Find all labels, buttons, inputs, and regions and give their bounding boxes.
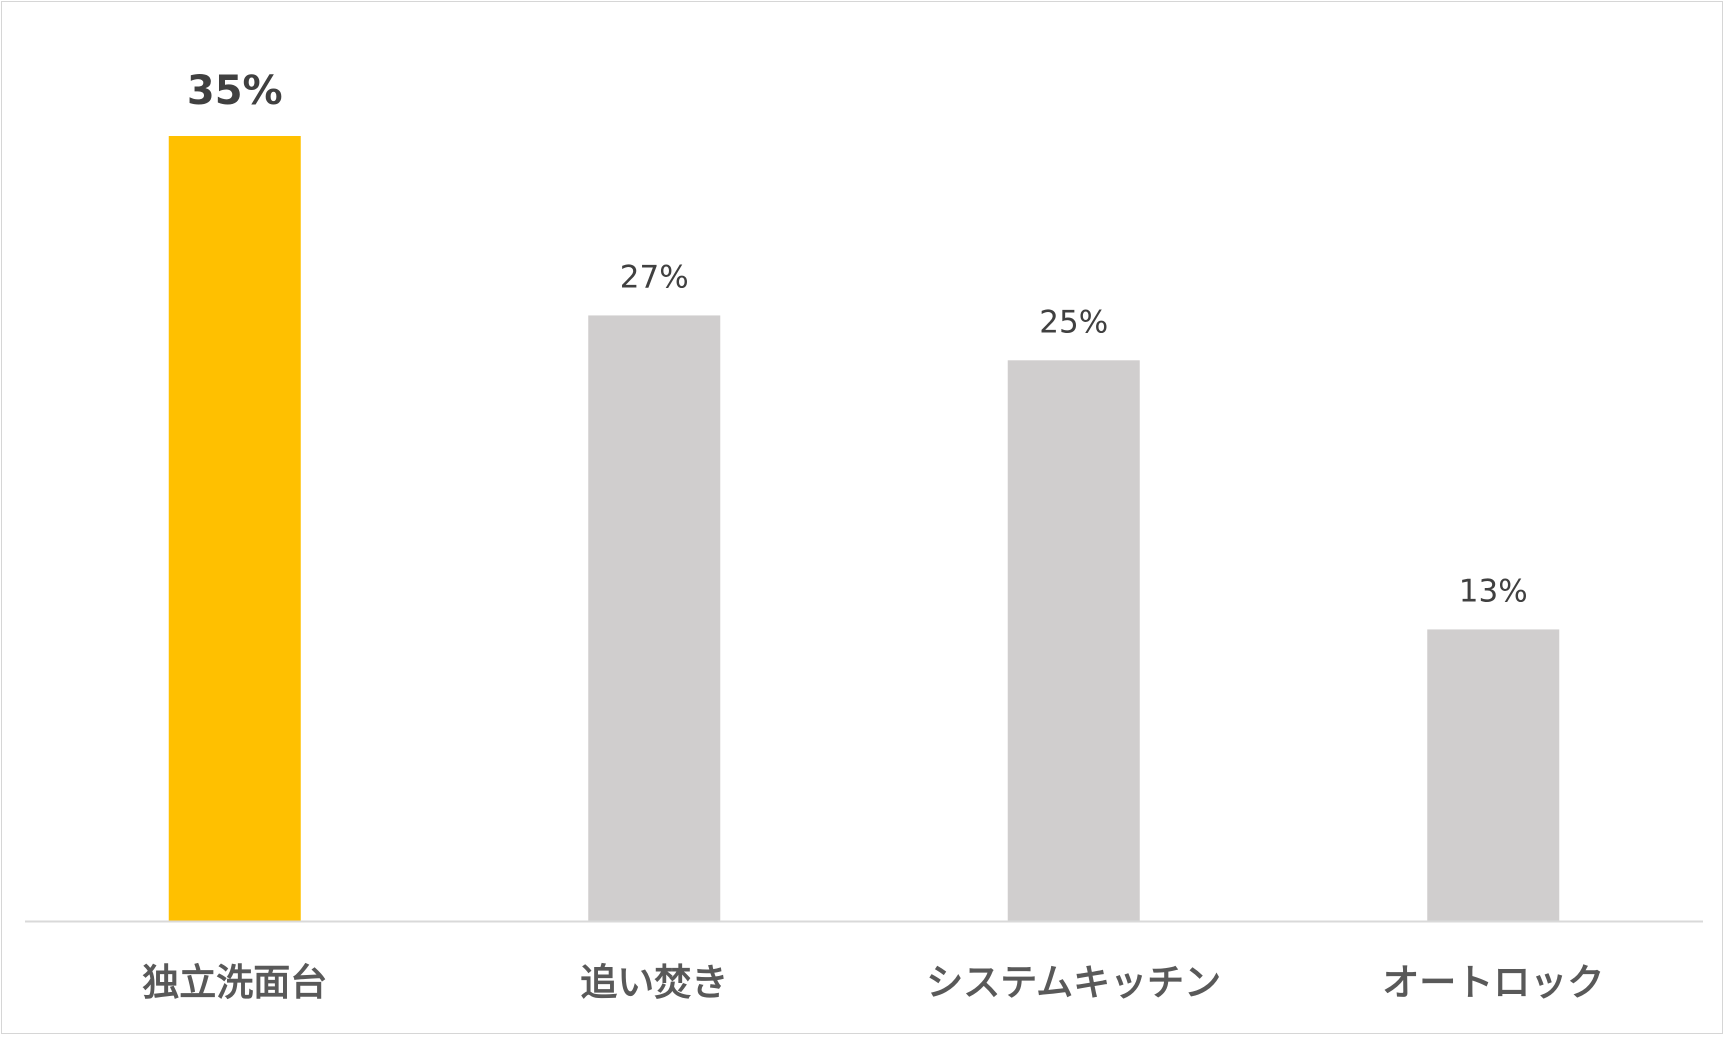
- bars-group: [168, 136, 1560, 921]
- category-label-2: 追い焚き: [580, 961, 728, 1004]
- bar-1: [168, 136, 301, 921]
- category-label-4: オートロック: [1382, 961, 1604, 1004]
- category-labels-group: 独立洗面台 追い焚き システムキッチン オートロック: [142, 961, 1604, 1004]
- value-labels-group: 35% 27% 25% 13%: [187, 68, 1528, 609]
- value-label-2: 27%: [620, 259, 689, 295]
- bar-2: [588, 315, 721, 921]
- category-label-3: システムキッチン: [926, 961, 1221, 1004]
- value-label-1: 35%: [187, 68, 283, 114]
- bar-4: [1427, 629, 1560, 921]
- bar-3: [1007, 360, 1140, 921]
- category-label-1: 独立洗面台: [142, 961, 327, 1004]
- value-label-3: 25%: [1039, 304, 1108, 340]
- value-label-4: 13%: [1459, 573, 1528, 609]
